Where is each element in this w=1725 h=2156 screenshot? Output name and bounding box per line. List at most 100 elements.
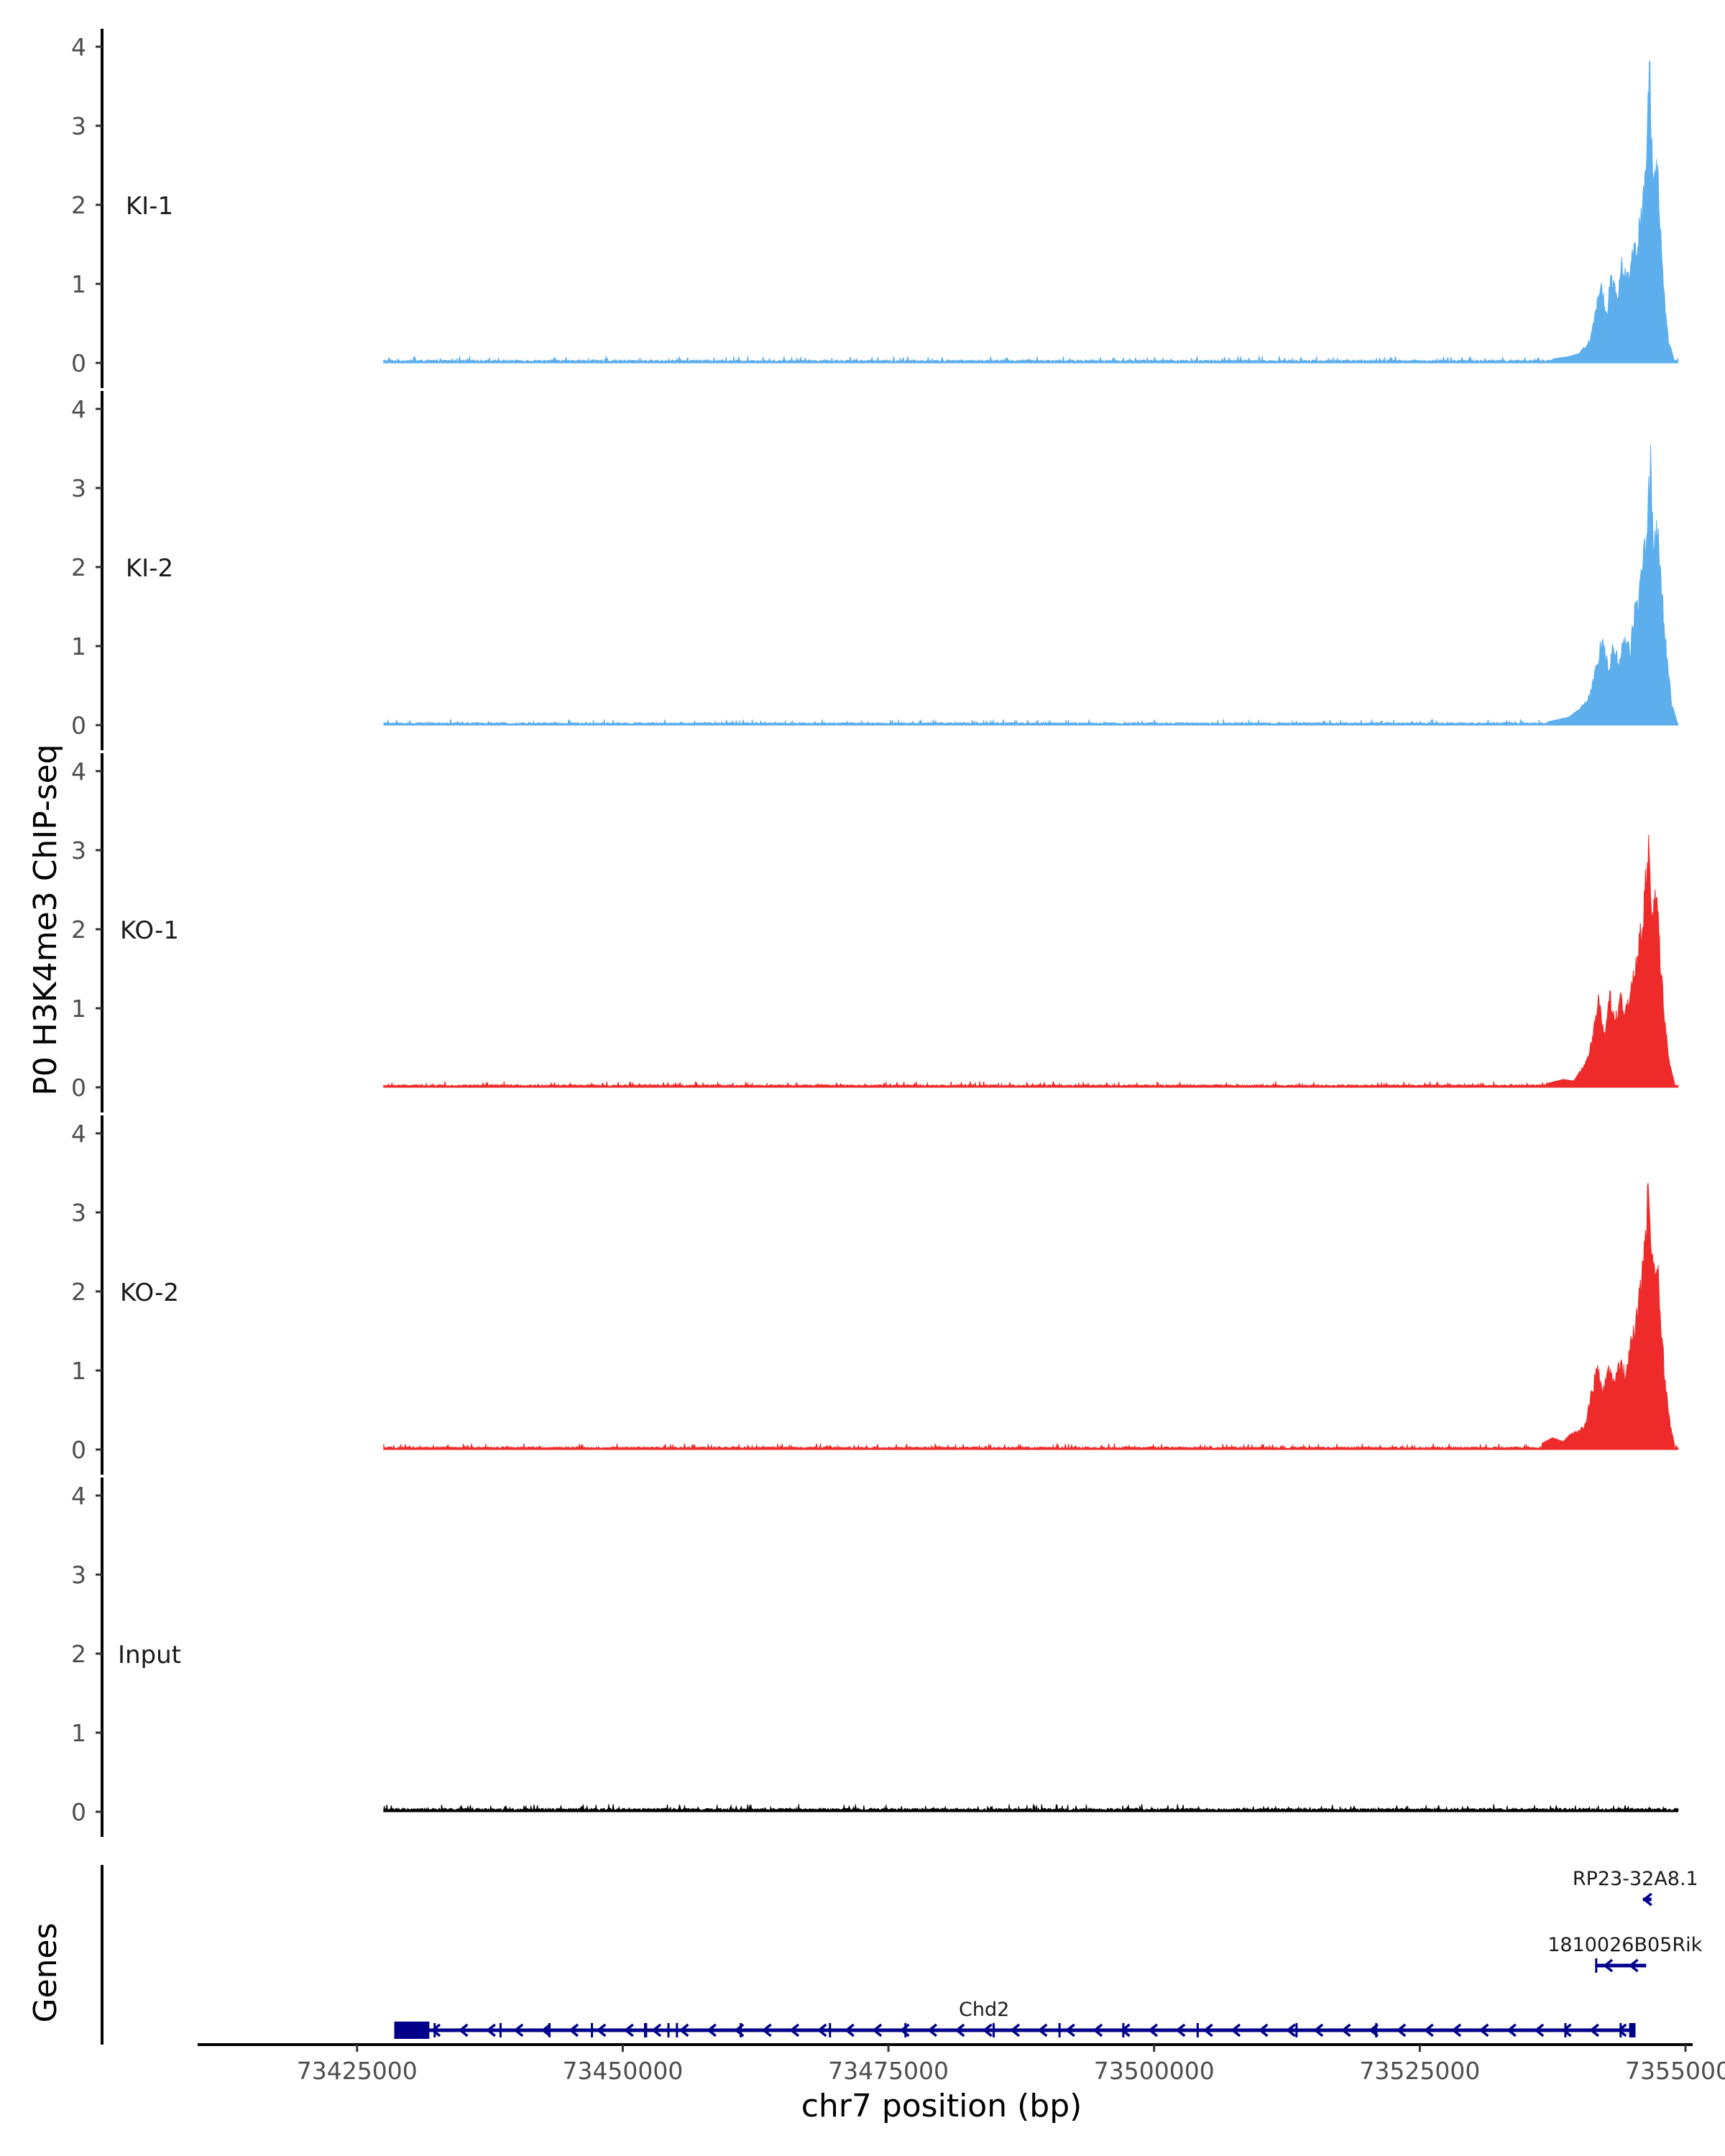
y-tick-label: 4 [71,1120,86,1148]
y-tick-label: 1 [71,995,86,1023]
y-tick-label: 1 [71,632,86,660]
track-ki-1: 0 1 2 3 4 KI-1 [71,29,1679,388]
y-tick-label: 4 [71,395,86,423]
strand-arrow-icon [1148,2023,1159,2037]
y-tick-label: 1 [71,1357,86,1385]
strand-arrow-icon [1010,2023,1021,2037]
strand-arrow-icon [1368,2023,1379,2037]
strand-arrow-icon [678,2023,689,2037]
gene-label: 1810026B05Rik [1547,1934,1702,1956]
strand-arrow-icon [1561,2023,1572,2037]
strand-arrow-icon [1092,2023,1103,2037]
signal-area-ki-2 [383,444,1679,726]
strand-arrow-icon [1285,2023,1296,2037]
strand-arrow-icon [402,2023,413,2037]
gene-annotation-panel: Chd2 1810026B05Rik RP23-32A8.1 [101,1865,1703,2045]
strand-arrow-icon [844,2023,855,2037]
strand-arrow-icon [872,2023,883,2037]
signal-area-input [383,1803,1679,1812]
y-tick-label: 1 [71,270,86,298]
y-tick-label: 1 [71,1719,86,1747]
strand-arrow-icon [458,2023,469,2037]
exon-block [667,2023,670,2037]
y-tick-label: 2 [71,1640,86,1668]
strand-arrow-icon [1396,2023,1407,2037]
y-tick-label: 0 [71,1074,86,1102]
strand-arrow-icon [1175,2023,1186,2037]
x-tick-label: 73475000 [828,2057,949,2085]
y-axis-title: P0 H3K4me3 ChIP-seq [27,744,64,1095]
strand-arrow-icon [1313,2023,1324,2037]
strand-arrow-icon [540,2023,551,2037]
strand-arrow-icon [982,2023,993,2037]
x-tick-label: 73500000 [1094,2057,1215,2085]
x-axis: 73425000 73450000 73475000 73500000 73525000… [198,2043,1725,2085]
track-name-label: KO-2 [120,1279,179,1307]
strand-arrow-icon [1451,2023,1462,2037]
strand-arrow-icon [1340,2023,1351,2037]
x-tick-label: 73550000 [1625,2057,1725,2085]
track-ko-1: 0 1 2 3 4 KO-1 [71,753,1679,1112]
exon-block [1375,2023,1378,2037]
strand-arrow-icon [899,2023,910,2037]
strand-arrow-icon [1478,2023,1489,2037]
strand-arrow-icon [1037,2023,1048,2037]
y-tick-label: 2 [71,191,86,219]
strand-arrow-icon [1616,2023,1627,2037]
strand-arrow-icon [623,2023,634,2037]
strand-arrow-icon [1506,2023,1517,2037]
exon-block [740,2023,742,2037]
exon-block [992,2023,995,2037]
x-tick-label: 73525000 [1359,2057,1480,2085]
signal-tracks: 0 1 2 3 4 KI-1 0 1 2 3 4 KI-2 0 1 2 3 4 KO-1 0 1 2 3 4 KO-2 0 1 2 3… [71,29,1679,1837]
strand-arrow-icon [927,2023,937,2037]
exon-block [1595,1958,1598,1973]
y-tick-label: 0 [71,711,86,740]
exon-block [676,2023,678,2037]
y-tick-label: 0 [71,1798,86,1826]
strand-arrow-icon [789,2023,800,2037]
x-axis-title: chr7 position (bp) [801,2088,1082,2124]
y-tick-label: 2 [71,1278,86,1306]
gene-rp23-32a8.1: RP23-32A8.1 [1573,1868,1698,1907]
track-ki-2: 0 1 2 3 4 KI-2 [71,391,1679,750]
strand-arrow-icon [486,2023,496,2037]
y-tick-label: 4 [71,757,86,786]
x-tick-label: 73450000 [562,2057,683,2085]
strand-arrow-icon [1423,2023,1434,2037]
exon-block [548,2023,551,2037]
y-tick-label: 0 [71,1436,86,1464]
x-tick-label: 73425000 [297,2057,418,2085]
y-tick-label: 3 [71,1561,86,1589]
strand-arrow-icon [1534,2023,1545,2037]
exon-block [1196,2023,1199,2037]
exon-block [1629,2023,1636,2037]
exon-block [499,2023,502,2037]
y-tick-label: 3 [71,474,86,502]
strand-arrow-icon [1642,1892,1652,1907]
y-tick-label: 4 [71,33,86,61]
strand-arrow-icon [596,2023,607,2037]
exon-block [1295,2023,1298,2037]
y-tick-label: 4 [71,1482,86,1510]
exon-block [591,2023,594,2037]
strand-arrow-icon [1120,2023,1131,2037]
strand-arrow-icon [707,2023,717,2037]
exon-block [644,2023,648,2037]
strand-arrow-icon [1202,2023,1213,2037]
gene-label: Chd2 [959,1999,1009,2021]
y-tick-label: 2 [71,553,86,581]
y-tick-label: 3 [71,837,86,865]
exon-block [1058,2023,1061,2037]
y-tick-label: 3 [71,1199,86,1227]
strand-arrow-icon [1603,1958,1614,1973]
track-name-label: Input [118,1641,181,1669]
gene-1810026b05rik: 1810026B05Rik [1547,1934,1703,1973]
strand-arrow-icon [954,2023,965,2037]
signal-area-ko-1 [383,834,1679,1088]
strand-arrow-icon [734,2023,745,2037]
signal-area-ko-2 [383,1182,1679,1450]
strand-arrow-icon [651,2023,662,2037]
gene-chd2: Chd2 [394,1999,1636,2039]
